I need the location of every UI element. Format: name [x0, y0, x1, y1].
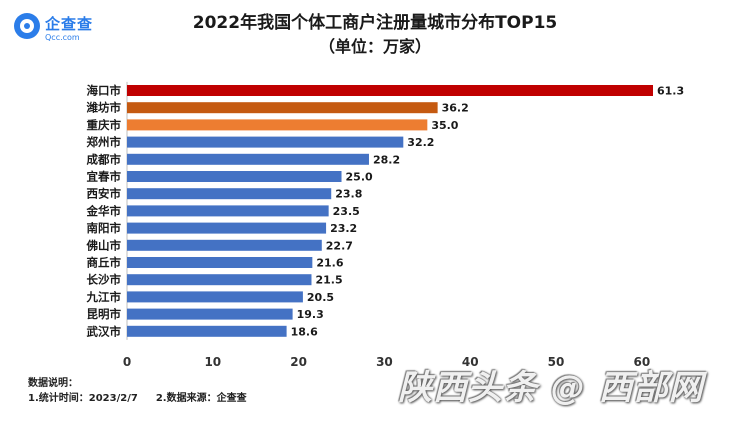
category-label: 商丘市 — [87, 256, 122, 270]
watermark: 陕西头条 @ 西部网 — [398, 368, 704, 408]
bar — [127, 153, 369, 165]
value-label: 22.7 — [326, 239, 353, 252]
category-label: 昆明市 — [87, 307, 122, 321]
chart-title: 2022年我国个体工商户注册量城市分布TOP15 — [192, 13, 558, 33]
category-label: 宜春市 — [87, 170, 122, 184]
value-label: 19.3 — [297, 308, 324, 321]
category-label: 九江市 — [86, 290, 122, 304]
value-label: 32.2 — [407, 136, 434, 149]
bar — [127, 291, 303, 303]
category-label: 南阳市 — [87, 221, 122, 235]
bar — [127, 239, 322, 251]
category-label: 武汉市 — [87, 324, 122, 338]
value-label: 36.2 — [442, 102, 469, 115]
logo-name: 企查查 — [45, 15, 94, 33]
value-label: 23.2 — [330, 222, 357, 235]
x-tick-label: 20 — [290, 355, 307, 369]
category-label: 佛山市 — [86, 238, 122, 252]
notes-item-source: 2.数据来源：企查查 — [155, 393, 247, 404]
bar — [127, 308, 293, 320]
bar — [127, 119, 428, 131]
notes-heading: 数据说明： — [28, 378, 78, 389]
qcc-logo: 企查查 Qcc.com — [14, 13, 104, 47]
value-label: 20.5 — [307, 291, 334, 304]
category-label: 西安市 — [87, 187, 122, 201]
value-label: 21.5 — [315, 274, 342, 287]
x-tick-label: 40 — [462, 355, 479, 369]
category-label: 长沙市 — [87, 273, 122, 287]
notes-item-time: 1.统计时间：2023/2/7 — [28, 393, 138, 404]
bar — [127, 222, 327, 234]
value-label: 28.2 — [373, 153, 400, 166]
bar — [127, 257, 313, 268]
x-tick-label: 50 — [548, 355, 565, 369]
chart-subtitle: （单位：万家） — [318, 37, 431, 56]
value-label: 35.0 — [431, 119, 458, 132]
category-label: 海口市 — [87, 84, 122, 98]
value-label: 23.5 — [333, 205, 360, 218]
logo-sub: Qcc.com — [45, 33, 80, 42]
category-label: 郑州市 — [87, 135, 122, 149]
value-label: 18.6 — [291, 325, 318, 338]
x-tick-label: 60 — [633, 355, 650, 369]
category-label: 金华市 — [86, 204, 122, 218]
bar — [127, 325, 287, 337]
x-tick-label: 30 — [376, 355, 393, 369]
data-notes: 数据说明： 1.统计时间：2023/2/7 2.数据来源：企查查 — [28, 376, 247, 406]
bar — [127, 188, 332, 200]
bar — [127, 102, 438, 114]
category-label: 潍坊市 — [87, 101, 122, 115]
bar — [127, 136, 404, 148]
bar — [127, 85, 653, 96]
qcc-logo-icon — [14, 13, 40, 39]
x-tick-label: 0 — [123, 355, 131, 369]
bar — [127, 274, 312, 286]
category-label: 重庆市 — [87, 118, 122, 132]
value-label: 21.6 — [316, 257, 343, 270]
x-tick-label: 10 — [204, 355, 221, 369]
category-label: 成都市 — [87, 152, 122, 166]
value-label: 23.8 — [335, 188, 362, 201]
value-label: 25.0 — [346, 171, 373, 184]
bar — [127, 171, 342, 182]
value-label: 61.3 — [657, 85, 684, 98]
bar — [127, 205, 329, 217]
